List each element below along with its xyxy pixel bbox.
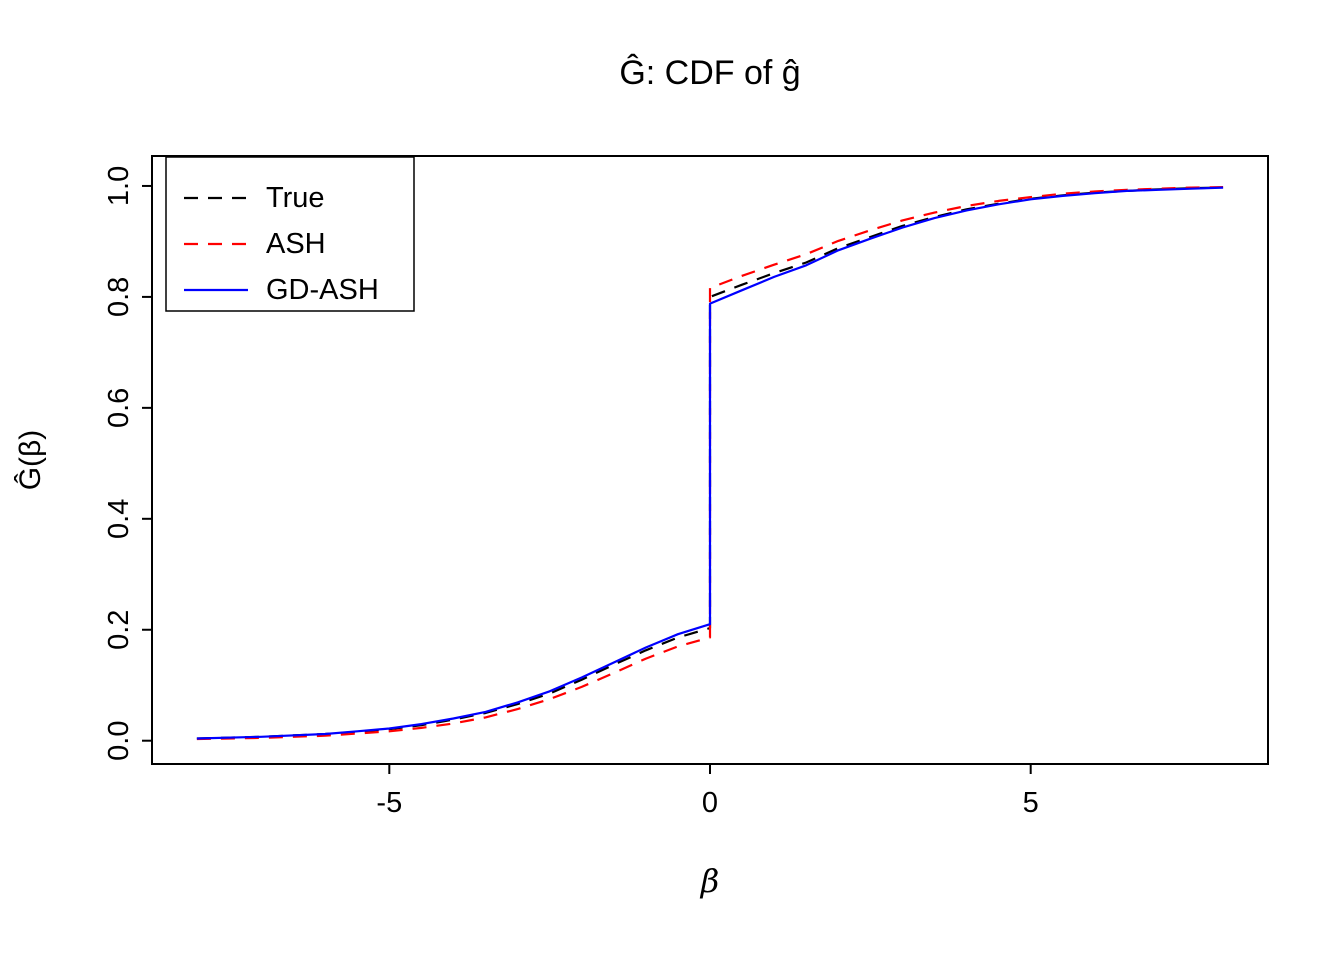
x-tick-label: -5 xyxy=(376,787,402,819)
legend-label-gd-ash: GD-ASH xyxy=(266,274,379,306)
y-tick-label: 0.4 xyxy=(103,499,135,539)
x-axis-label: β xyxy=(700,862,720,900)
series-line-ash xyxy=(196,186,1224,741)
legend-box xyxy=(165,156,415,312)
series-lines xyxy=(196,186,1224,741)
y-axis-ticks: 0.0 0.2 0.4 0.6 0.8 1.0 xyxy=(103,166,152,761)
y-tick-label: 0.0 xyxy=(103,721,135,761)
y-tick-label: 0.2 xyxy=(103,610,135,650)
legend-label-true: True xyxy=(266,182,325,214)
y-tick-label: 0.6 xyxy=(103,388,135,428)
y-tick-label: 1.0 xyxy=(103,166,135,206)
y-tick-label: 0.8 xyxy=(103,277,135,317)
x-axis-ticks: -5 0 5 xyxy=(376,764,1039,819)
series-line-gd-ash xyxy=(196,186,1224,740)
legend: True ASH GD-ASH xyxy=(165,156,415,312)
x-tick-label: 5 xyxy=(1023,787,1039,819)
y-axis-label: Ĝ(β) xyxy=(13,430,47,491)
x-tick-label: 0 xyxy=(702,787,718,819)
chart-title: Ĝ: CDF of ĝ xyxy=(619,54,800,92)
legend-label-ash: ASH xyxy=(266,228,326,260)
